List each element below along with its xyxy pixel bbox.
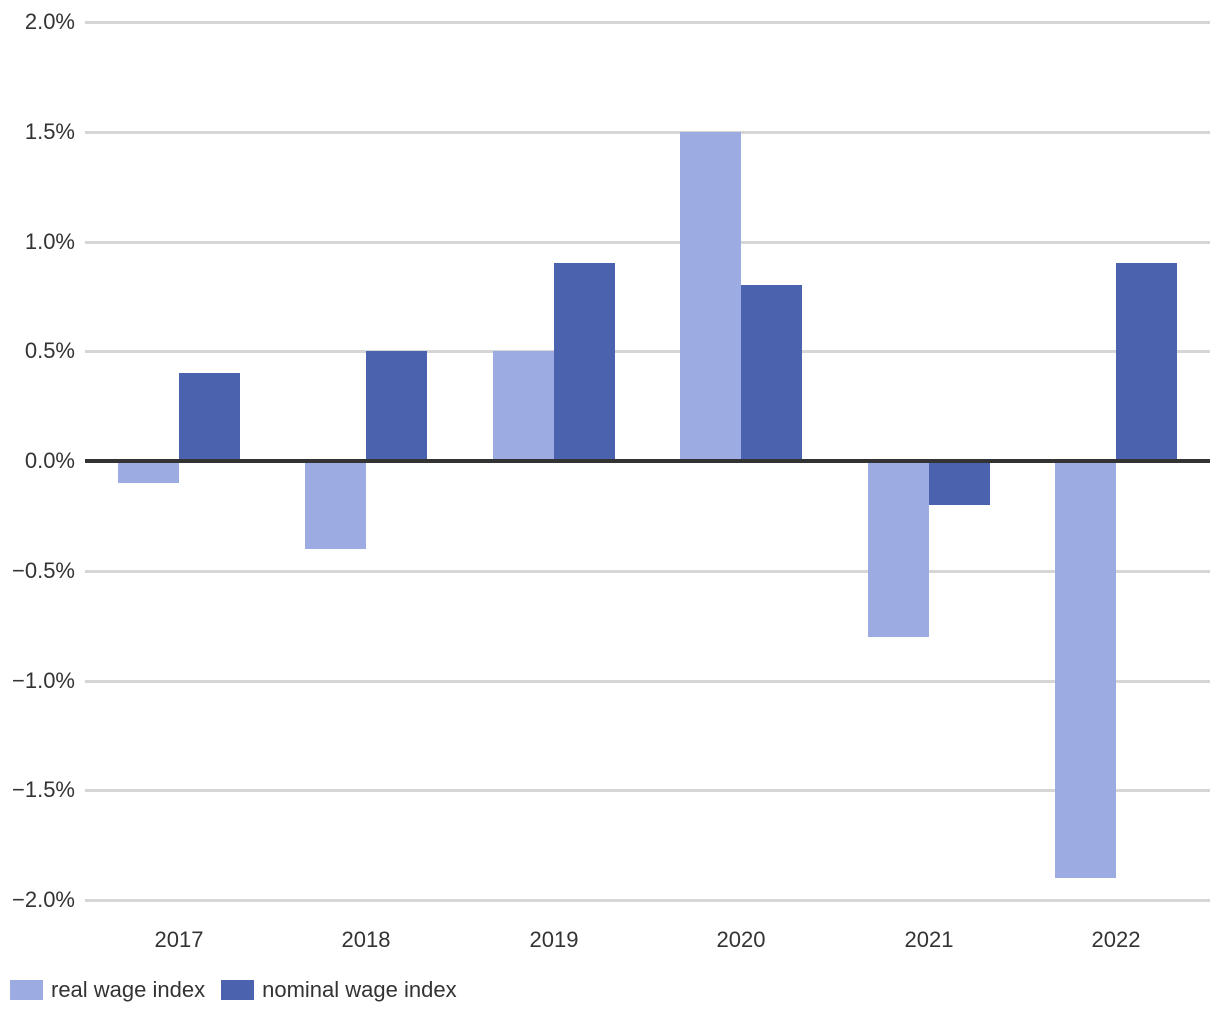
gridline-1.5% (85, 131, 1210, 134)
y-axis-tick-label: −1.5% (12, 777, 75, 802)
bar-real-wage-index-2021 (868, 461, 929, 637)
bar-nominal-wage-index-2017 (179, 373, 240, 461)
gridline-−0.5% (85, 570, 1210, 573)
bar-nominal-wage-index-2020 (741, 285, 802, 461)
gridline-0.5% (85, 350, 1210, 353)
legend-swatch-real-wage-index (10, 980, 43, 1000)
y-axis-tick-label: 0.5% (24, 338, 75, 363)
x-axis-tick-label-2021: 2021 (904, 927, 954, 952)
bar-real-wage-index-2019 (493, 351, 554, 461)
y-axis-tick-label: −2.0% (12, 887, 75, 912)
y-axis-tick-label: 0.0% (24, 448, 75, 473)
legend-label-real-wage-index: real wage index (51, 977, 206, 1002)
legend-item-nominal-wage-index: nominal wage index (221, 977, 457, 1003)
x-axis-tick-label-2018: 2018 (341, 927, 391, 952)
gridline-−1.0% (85, 680, 1210, 683)
legend-label-nominal-wage-index: nominal wage index (262, 977, 457, 1002)
y-axis-tick-label: −1.0% (12, 668, 75, 693)
bar-real-wage-index-2022 (1055, 461, 1116, 878)
plot-area: 2.0% 1.5% 1.0% 0.5% 0.0% −0.5% −1.0% −1.5% −2.0%… (12, 9, 1210, 952)
bar-real-wage-index-2017 (118, 461, 179, 483)
x-axis-tick-label-2022: 2022 (1091, 927, 1141, 952)
x-axis-tick-label-2017: 2017 (154, 927, 204, 952)
y-axis-tick-label: 1.0% (24, 229, 75, 254)
bar-nominal-wage-index-2022 (1116, 263, 1177, 461)
bar-nominal-wage-index-2021 (929, 461, 990, 505)
legend-item-real-wage-index: real wage index (10, 977, 205, 1003)
zero-axis-line (85, 459, 1210, 463)
x-axis-tick-label-2020: 2020 (716, 927, 766, 952)
legend: real wage index nominal wage index (10, 977, 457, 1003)
y-axis-tick-label: 1.5% (24, 119, 75, 144)
gridline-−2.0% (85, 899, 1210, 902)
y-axis-tick-label: −0.5% (12, 558, 75, 583)
bar-nominal-wage-index-2019 (554, 263, 615, 461)
y-axis-tick-label: 2.0% (24, 9, 75, 34)
bar-real-wage-index-2018 (305, 461, 366, 549)
x-axis-tick-label-2019: 2019 (529, 927, 579, 952)
gridline-2.0% (85, 21, 1210, 24)
legend-swatch-nominal-wage-index (221, 980, 255, 1000)
bar-real-wage-index-2020 (680, 132, 741, 461)
bar-nominal-wage-index-2018 (366, 351, 427, 461)
gridline-1.0% (85, 241, 1210, 244)
gridline-−1.5% (85, 789, 1210, 792)
